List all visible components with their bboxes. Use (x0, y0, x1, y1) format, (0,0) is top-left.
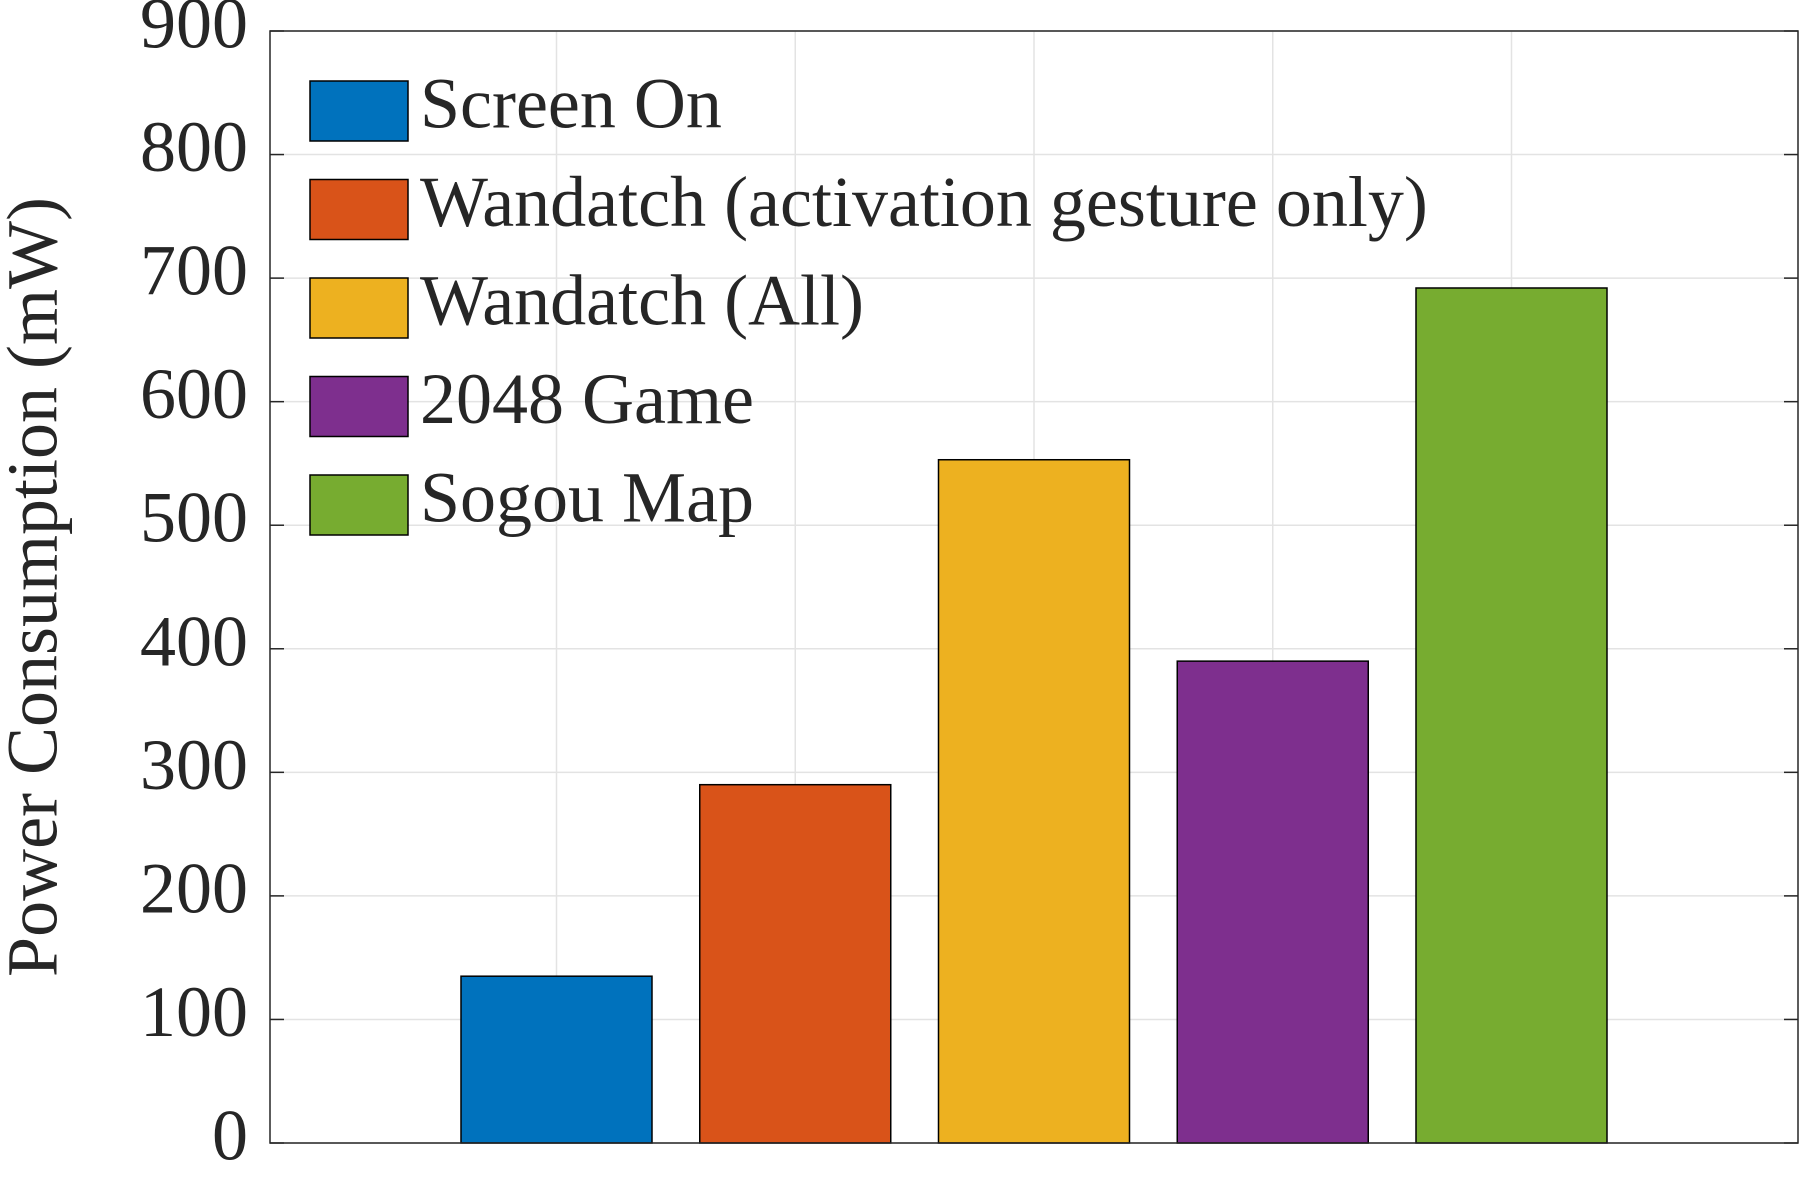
legend-swatch (309, 80, 409, 142)
y-tick-label: 500 (140, 478, 248, 558)
bar (699, 783, 892, 1144)
bar (1176, 660, 1369, 1144)
legend-swatch (309, 277, 409, 339)
plot-frame (269, 30, 1799, 1144)
legend-label: Sogou Map (420, 458, 754, 538)
y-tick-label: 100 (140, 972, 248, 1052)
y-tick-label: 600 (140, 354, 248, 434)
bar (460, 975, 653, 1144)
y-tick-label: 900 (140, 0, 248, 64)
y-tick-label: 200 (140, 848, 248, 928)
bar (1415, 287, 1608, 1144)
y-tick-label: 700 (140, 231, 248, 311)
legend-label: 2048 Game (420, 359, 754, 439)
legend-label: Wandatch (activation gesture only) (420, 162, 1428, 242)
legend-label: Screen On (420, 64, 722, 144)
y-tick-label: 400 (140, 601, 248, 681)
legend-swatch (309, 375, 409, 438)
y-axis-label: Power Consumption (mW) (0, 197, 73, 977)
y-tick-label: 300 (140, 725, 248, 805)
legend-label: Wandatch (All) (420, 261, 864, 341)
legend-swatch (309, 178, 409, 241)
y-tick-label: 0 (212, 1096, 248, 1176)
legend-swatch (309, 474, 409, 536)
y-tick-label: 800 (140, 107, 248, 187)
bar (937, 458, 1131, 1144)
